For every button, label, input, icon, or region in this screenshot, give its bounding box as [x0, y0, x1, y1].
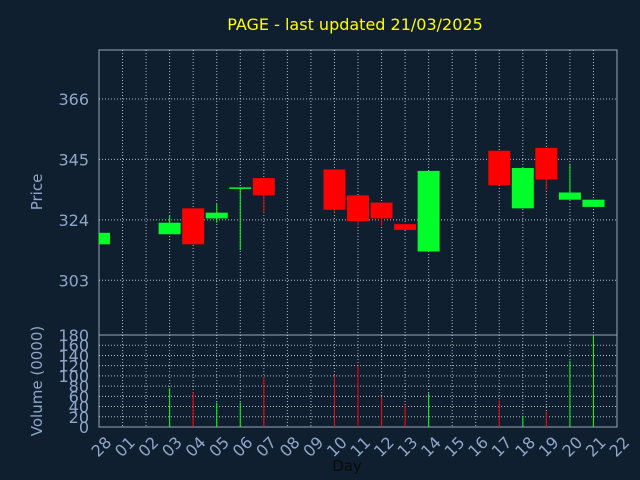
price-tick-label: 324	[58, 211, 89, 230]
candle-body	[252, 178, 275, 196]
volume-tick-label: 20	[69, 408, 89, 427]
candle-body	[511, 168, 534, 209]
candle-body	[535, 147, 558, 180]
volume-tick-label: 60	[69, 387, 89, 406]
volume-tick-label: 80	[69, 377, 89, 396]
candle-body	[558, 192, 581, 200]
price-tick-label: 366	[58, 90, 89, 109]
candle-body	[582, 199, 605, 207]
candle-body	[99, 232, 110, 245]
volume-panel	[98, 334, 618, 428]
volume-tick-label: 40	[69, 398, 89, 417]
x-axis-label: Day	[332, 457, 362, 475]
volume-tick-label: 120	[58, 357, 89, 376]
candle-body	[488, 150, 511, 186]
volume-tick-label: 180	[58, 326, 89, 345]
candle-body	[394, 224, 417, 230]
price-tick-label: 303	[58, 271, 89, 290]
candle-body	[158, 222, 181, 235]
volume-tick-label: 140	[58, 346, 89, 365]
volume-tick-label: 100	[58, 367, 89, 386]
candle-body	[205, 212, 228, 219]
price-panel	[98, 49, 618, 336]
volume-tick-label: 160	[58, 336, 89, 355]
volume-tick-label: 0	[79, 418, 89, 437]
candle-body	[417, 170, 440, 252]
price-axis-label: Price	[28, 174, 46, 211]
price-tick-label: 345	[58, 150, 89, 169]
candle-body	[182, 208, 205, 245]
volume-axis-label: Volume (0000)	[28, 326, 46, 436]
candle-body	[323, 169, 346, 210]
x-tick-label: 22	[605, 433, 633, 461]
chart-title: PAGE - last updated 21/03/2025	[227, 15, 483, 34]
candle-body	[370, 202, 393, 219]
candle-body	[347, 195, 369, 222]
